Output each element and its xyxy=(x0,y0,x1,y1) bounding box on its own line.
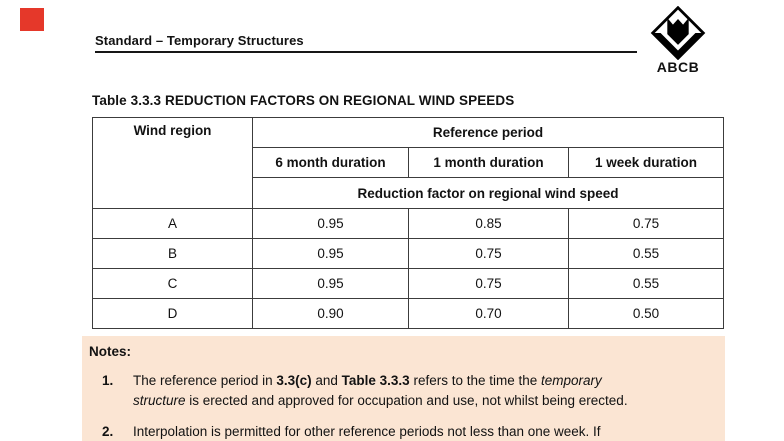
notes-list: 1. The reference period in 3.3(c) and Tab… xyxy=(88,371,717,441)
duration-header-1week: 1 week duration xyxy=(567,147,725,178)
notes-panel: Notes: 1. The reference period in 3.3(c) … xyxy=(82,336,725,441)
reduction-factor-cell: 0.55 xyxy=(567,268,725,299)
note-text: Interpolation is permitted for other ref… xyxy=(133,424,601,439)
note-item: 2. Interpolation is permitted for other r… xyxy=(88,422,717,441)
wind-region-header: Wind region xyxy=(92,117,253,209)
reduction-factor-cell: 0.70 xyxy=(408,298,569,329)
red-square-marker xyxy=(20,8,44,31)
note-number: 1. xyxy=(102,373,114,388)
table-title: Table 3.3.3 REDUCTION FACTORS ON REGIONA… xyxy=(92,93,515,108)
table-header-row-1: Wind region Reference period xyxy=(92,117,725,209)
wind-region-cell: C xyxy=(92,268,253,299)
abcb-logo-text: ABCB xyxy=(656,59,700,75)
table-row: B 0.95 0.75 0.55 xyxy=(92,238,725,269)
reference-period-header: Reference period xyxy=(251,117,725,148)
table-row: C 0.95 0.75 0.55 xyxy=(92,268,725,299)
table-row: D 0.90 0.70 0.50 xyxy=(92,298,725,329)
reduction-factor-cell: 0.85 xyxy=(408,208,569,239)
reduction-factor-cell: 0.95 xyxy=(252,268,409,299)
reduction-factor-cell: 0.90 xyxy=(252,298,409,329)
reduction-factor-cell: 0.95 xyxy=(252,238,409,269)
abcb-diamond-icon xyxy=(644,6,712,60)
note-number: 2. xyxy=(102,424,114,439)
reduction-factor-cell: 0.55 xyxy=(567,238,725,269)
duration-header-6month: 6 month duration xyxy=(252,147,409,178)
table-row: A 0.95 0.85 0.75 xyxy=(92,208,725,239)
reduction-factor-cell: 0.50 xyxy=(567,298,725,329)
notes-label: Notes: xyxy=(89,344,132,359)
running-header-title: Standard – Temporary Structures xyxy=(95,33,304,48)
abcb-logo: ABCB xyxy=(644,6,712,75)
running-header: Standard – Temporary Structures xyxy=(95,33,637,53)
duration-header-1month: 1 month duration xyxy=(408,147,569,178)
wind-region-cell: D xyxy=(92,298,253,329)
table-header-row-2: 6 month duration 1 month duration 1 week… xyxy=(93,147,725,178)
note-item: 1. The reference period in 3.3(c) and Tab… xyxy=(88,371,717,411)
note-text: The reference period in 3.3(c) and Table… xyxy=(133,373,628,408)
reduction-factor-subheader: Reduction factor on regional wind speed xyxy=(251,177,725,209)
reduction-factor-cell: 0.75 xyxy=(408,238,569,269)
reduction-factor-cell: 0.75 xyxy=(567,208,725,239)
wind-region-cell: B xyxy=(92,238,253,269)
wind-reduction-table: Wind region Reference period 6 month dur… xyxy=(92,117,725,329)
reduction-factor-cell: 0.95 xyxy=(252,208,409,239)
wind-region-cell: A xyxy=(92,208,253,239)
reduction-factor-cell: 0.75 xyxy=(408,268,569,299)
